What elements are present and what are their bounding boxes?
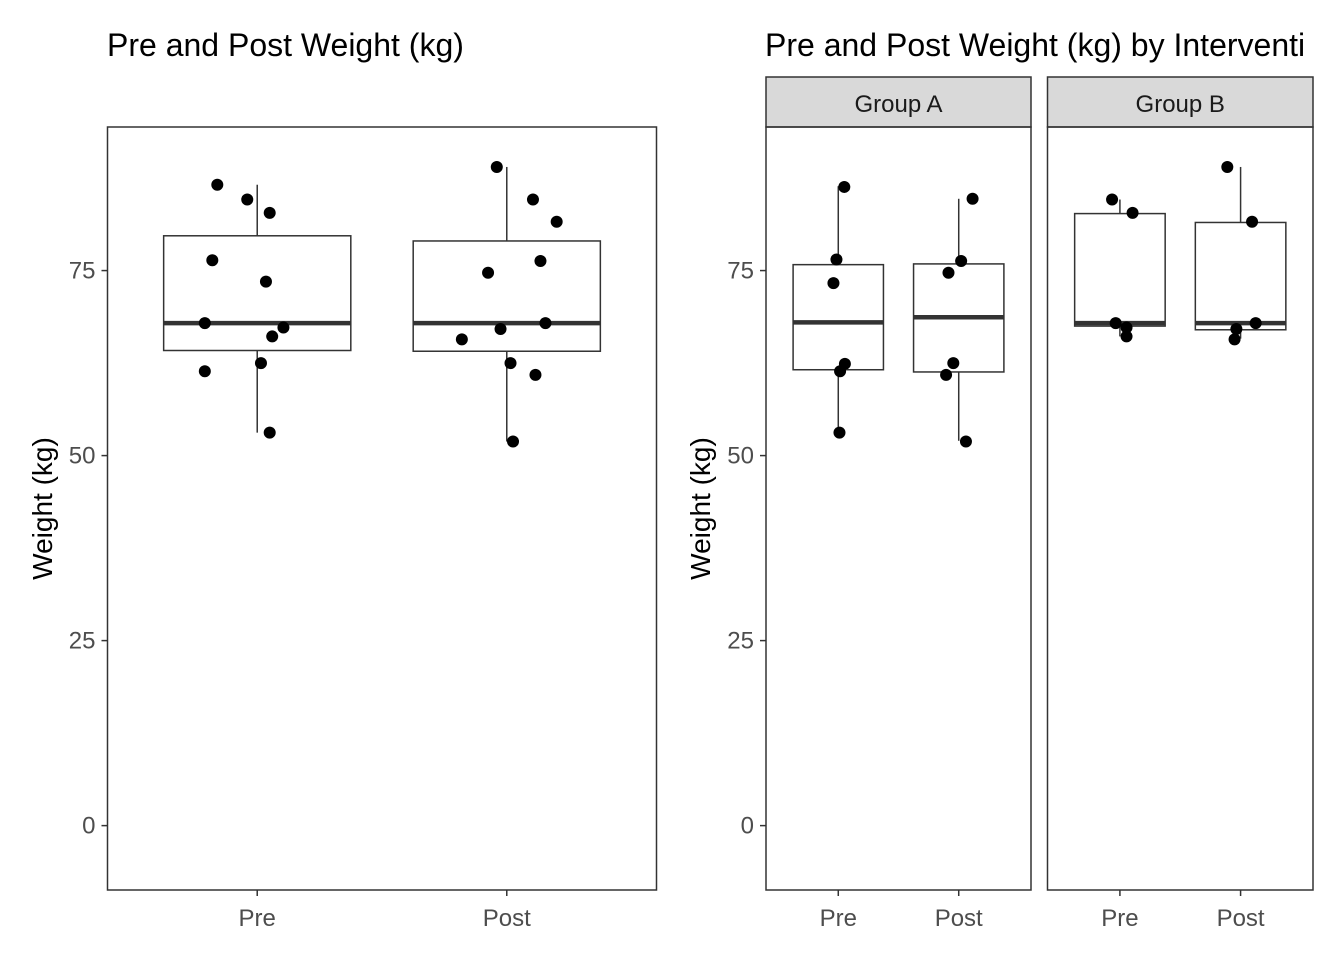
facet-strip <box>1046 76 1314 128</box>
data-point <box>526 193 539 206</box>
y-tick-label: 50 <box>727 443 754 470</box>
data-point <box>959 435 972 448</box>
data-point <box>1126 206 1139 219</box>
data-point <box>940 368 953 381</box>
data-point <box>263 206 276 219</box>
data-point <box>198 317 211 330</box>
facet-strip-label: Group A <box>854 91 942 118</box>
y-tick-label: 0 <box>82 813 95 840</box>
y-tick-label: 25 <box>69 628 96 655</box>
data-point <box>827 277 840 290</box>
box-pre <box>792 186 885 433</box>
data-point <box>241 193 254 206</box>
iqr-box <box>1194 221 1287 331</box>
x-tick-label: Pre <box>239 905 276 932</box>
data-point <box>254 357 267 370</box>
panel-border <box>1046 126 1314 891</box>
facet-strip-label: Group B <box>1136 91 1225 118</box>
box-post <box>1194 166 1287 339</box>
data-point <box>838 180 851 193</box>
y-axis-label: Weight (kg) <box>685 437 716 580</box>
data-point <box>277 321 290 334</box>
data-point <box>1249 317 1262 330</box>
iqr-box <box>412 240 602 352</box>
iqr-box <box>1073 212 1166 327</box>
x-tick-label: Pre <box>820 905 857 932</box>
data-point <box>490 160 503 173</box>
box-post <box>412 166 602 442</box>
data-point <box>1120 321 1133 334</box>
chart-2: Pre and Post Weight (kg) by Interventi We… <box>685 27 1314 932</box>
x-tick-label: Post <box>483 905 531 932</box>
panel-border <box>106 126 658 891</box>
y-axis-label: Weight (kg) <box>27 437 58 580</box>
data-point <box>550 215 563 228</box>
data-point <box>494 323 507 336</box>
data-point <box>263 426 276 439</box>
iqr-box <box>162 235 352 352</box>
y-tick-label: 50 <box>69 443 96 470</box>
data-point <box>539 317 552 330</box>
data-point <box>947 357 960 370</box>
data-point <box>1221 160 1234 173</box>
data-point <box>455 333 468 346</box>
y-tick-label: 75 <box>727 258 754 285</box>
data-point <box>833 426 846 439</box>
box-pre <box>1073 199 1166 337</box>
data-point <box>206 254 219 267</box>
data-point <box>211 178 224 191</box>
data-point <box>1230 323 1243 336</box>
data-point <box>534 254 547 267</box>
data-point <box>504 357 517 370</box>
panel-1: Pre Post <box>106 126 658 932</box>
y-tick-label: 75 <box>69 258 96 285</box>
chart-title: Pre and Post Weight (kg) by Interventi <box>765 27 1305 63</box>
data-point <box>529 368 542 381</box>
data-point <box>266 330 279 343</box>
data-point <box>1106 193 1119 206</box>
panel-border <box>765 126 1032 891</box>
box-post <box>912 198 1005 441</box>
panel-1: Group A Pre Post <box>765 76 1032 932</box>
data-point <box>830 253 843 266</box>
y-tick-label: 25 <box>727 628 754 655</box>
data-point <box>966 192 979 205</box>
data-point <box>1228 333 1241 346</box>
data-point <box>507 435 520 448</box>
data-point <box>942 266 955 279</box>
x-tick-label: Pre <box>1101 905 1138 932</box>
data-point <box>1120 330 1133 343</box>
x-tick-label: Post <box>1217 905 1265 932</box>
data-point <box>1109 317 1122 330</box>
panel-2: Group B Pre Post <box>1046 76 1314 932</box>
chart-1: Pre and Post Weight (kg) Weight (kg) 0 25 50… <box>27 27 658 932</box>
data-point <box>198 365 211 378</box>
data-point <box>1246 215 1259 228</box>
y-tick-label: 0 <box>741 813 754 840</box>
box-pre <box>162 184 352 433</box>
data-point <box>482 266 495 279</box>
x-tick-label: Post <box>935 905 983 932</box>
chart-title: Pre and Post Weight (kg) <box>107 27 464 63</box>
data-point <box>834 365 847 378</box>
data-point <box>259 275 272 288</box>
data-point <box>955 254 968 267</box>
